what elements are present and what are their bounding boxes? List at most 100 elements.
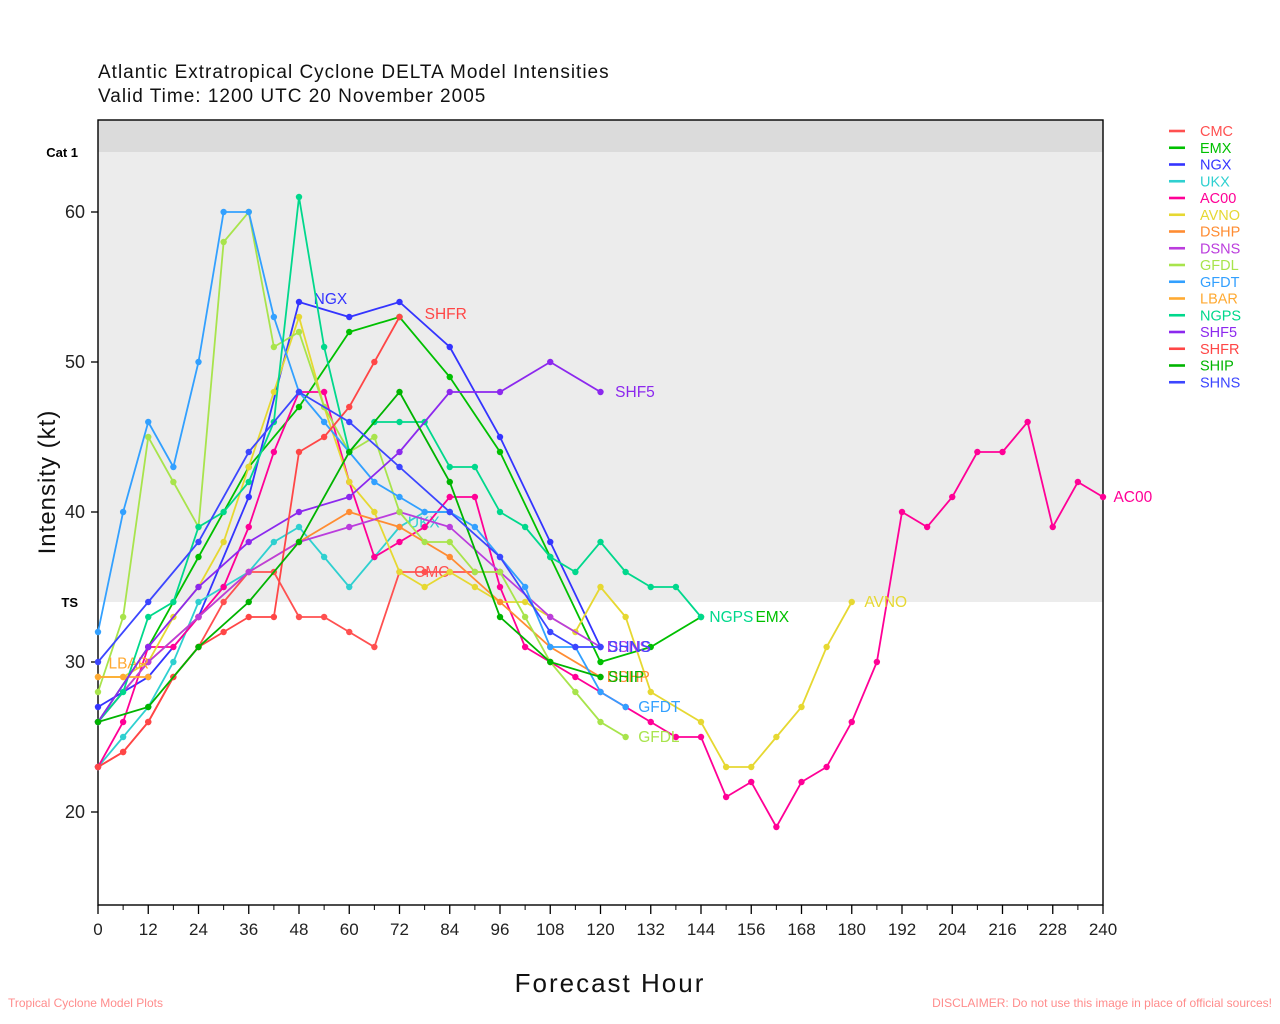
x-tick-label: 132 bbox=[637, 920, 665, 939]
series-AVNO-point bbox=[697, 718, 705, 726]
y-tick-label: 30 bbox=[65, 652, 85, 672]
series-GFDT-point bbox=[396, 493, 403, 501]
series-GFDL-point bbox=[471, 568, 479, 576]
series-NGPS-point bbox=[145, 613, 152, 621]
legend-label-SHFR: SHFR bbox=[1200, 342, 1239, 358]
series-SHF5-point bbox=[597, 388, 604, 396]
series-AVNO-point bbox=[798, 703, 805, 711]
series-SHF5-point bbox=[295, 508, 303, 516]
series-AC00-point bbox=[999, 448, 1006, 456]
series-SHF5-point bbox=[446, 388, 453, 396]
series-GFDL-point bbox=[371, 433, 378, 441]
series-AC00-point bbox=[421, 523, 428, 531]
series-SHNS-point bbox=[547, 628, 554, 636]
series-NGPS-point bbox=[220, 508, 227, 516]
series-EMX-label: EMX bbox=[755, 609, 789, 626]
series-NGX-point bbox=[295, 298, 303, 306]
series-AVNO-point bbox=[346, 478, 353, 486]
series-GFDT-point bbox=[195, 358, 202, 366]
series-DSNS-point bbox=[245, 568, 252, 576]
series-SHIP-point bbox=[145, 703, 152, 711]
series-DSNS-point bbox=[195, 613, 202, 621]
series-EMX-point bbox=[597, 658, 604, 666]
series-SHFR-point bbox=[396, 313, 403, 321]
series-GFDL-point bbox=[396, 508, 403, 516]
series-AC00-point bbox=[446, 493, 453, 501]
series-SHF5-point bbox=[195, 583, 202, 591]
series-SHIP-point bbox=[346, 448, 353, 456]
x-tick-label: 192 bbox=[888, 920, 916, 939]
series-GFDT-point bbox=[371, 478, 378, 486]
legend-label-SHF5: SHF5 bbox=[1200, 325, 1237, 341]
series-AC00-point bbox=[496, 583, 504, 591]
series-NGX-point bbox=[346, 313, 353, 321]
series-SHFR-label: SHFR bbox=[425, 306, 467, 323]
series-GFDL-label: GFDL bbox=[638, 729, 680, 746]
series-SHNS-point bbox=[446, 508, 453, 516]
legend-label-CMC: CMC bbox=[1200, 124, 1233, 140]
legend-label-SHIP: SHIP bbox=[1200, 359, 1234, 375]
series-GFDL-point bbox=[170, 478, 177, 486]
x-tick-label: 168 bbox=[787, 920, 815, 939]
series-GFDL-point bbox=[270, 343, 278, 351]
series-CMC-point bbox=[346, 628, 353, 636]
series-DSHP-point bbox=[346, 508, 353, 516]
series-SHFR-point bbox=[94, 763, 102, 771]
series-GFDT-point bbox=[622, 703, 629, 711]
x-tick-label: 12 bbox=[139, 920, 158, 939]
series-NGPS-point bbox=[572, 568, 579, 576]
series-SHF5-point bbox=[346, 493, 353, 501]
series-AVNO-point bbox=[848, 598, 855, 606]
series-NGX-point bbox=[396, 298, 403, 306]
series-SHNS-point bbox=[496, 553, 504, 561]
series-UKX-point bbox=[119, 733, 127, 741]
series-GFDL-point bbox=[295, 328, 303, 336]
chart-title: Atlantic Extratropical Cyclone DELTA Mod… bbox=[98, 62, 610, 83]
series-AC00-point bbox=[396, 538, 403, 546]
series-AVNO-point bbox=[471, 583, 479, 591]
series-GFDT-label: GFDT bbox=[638, 699, 681, 716]
series-NGPS-point bbox=[622, 568, 629, 576]
series-GFDL-point bbox=[521, 613, 529, 621]
series-AC00-point bbox=[823, 763, 830, 771]
x-tick-label: 180 bbox=[838, 920, 866, 939]
series-NGPS-point bbox=[697, 613, 705, 621]
series-EMX-point bbox=[195, 553, 202, 561]
series-GFDT-point bbox=[145, 418, 152, 426]
series-GFDL-point bbox=[119, 613, 127, 621]
series-AC00-point bbox=[572, 673, 579, 681]
series-GFDT-point bbox=[521, 583, 529, 591]
series-DSNS-point bbox=[446, 523, 453, 531]
series-SHFR-point bbox=[220, 628, 227, 636]
series-SHIP-label: SHIP bbox=[608, 669, 644, 686]
series-SHIP-point bbox=[396, 388, 403, 396]
series-SHFR-point bbox=[346, 403, 353, 411]
series-AC00-point bbox=[798, 778, 805, 786]
series-SHF5-point bbox=[145, 643, 152, 651]
series-SHIP-point bbox=[547, 658, 554, 666]
series-AVNO-label: AVNO bbox=[864, 594, 907, 611]
x-tick-label: 144 bbox=[687, 920, 715, 939]
x-tick-label: 84 bbox=[440, 920, 459, 939]
series-GFDT-point bbox=[94, 628, 102, 636]
series-SHIP-point bbox=[446, 478, 453, 486]
series-SHFR-point bbox=[245, 613, 252, 621]
series-DSNS-label: DSNS bbox=[607, 639, 650, 656]
series-CMC-point bbox=[295, 613, 303, 621]
series-SHIP-point bbox=[195, 643, 202, 651]
series-SHF5-point bbox=[496, 388, 504, 396]
series-SHNS-line bbox=[97, 390, 601, 663]
y-tick-label: 60 bbox=[65, 202, 85, 222]
series-AC00-point bbox=[170, 643, 177, 651]
series-AC00-point bbox=[748, 778, 755, 786]
series-AC00-label: AC00 bbox=[1113, 489, 1152, 506]
x-tick-label: 60 bbox=[340, 920, 359, 939]
series-SHFR-point bbox=[320, 433, 328, 441]
series-CMC-label: CMC bbox=[414, 564, 449, 581]
series-SHFR-point bbox=[145, 718, 152, 726]
series-GFDT-point bbox=[245, 208, 252, 216]
series-AC00-point bbox=[1074, 478, 1082, 486]
series-GFDL-point bbox=[220, 238, 227, 246]
chart-subtitle: Valid Time: 1200 UTC 20 November 2005 bbox=[98, 86, 487, 107]
